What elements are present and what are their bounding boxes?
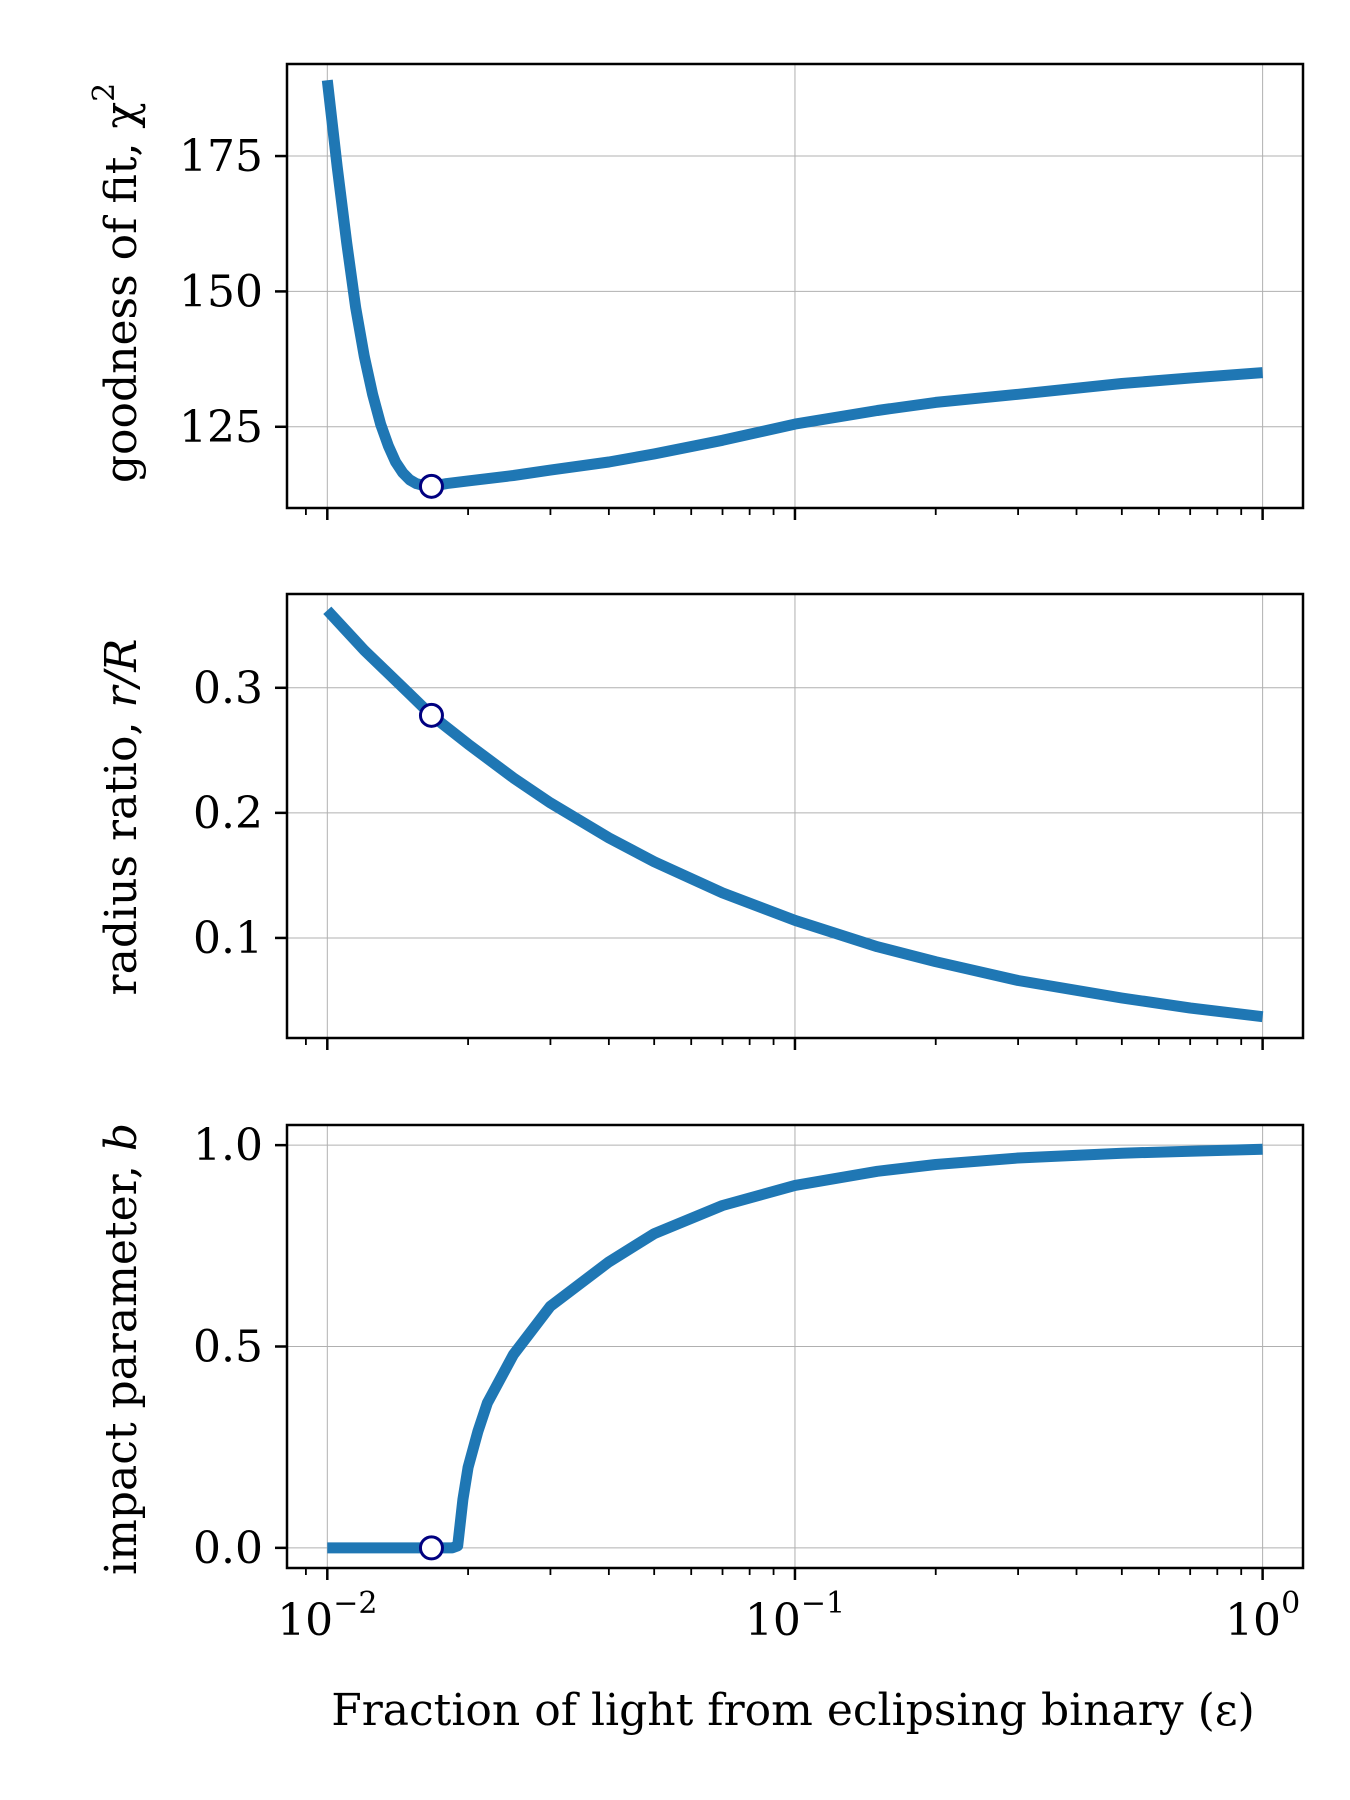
y-tick-label: 0.1 — [193, 913, 263, 964]
series-line-b — [327, 1143, 1263, 1554]
best-fit-marker — [418, 1535, 444, 1561]
radius-ratio-panel: radius ratio, r/R 0.1 0.2 0.3 — [96, 592, 1305, 1050]
x-tick-labels: 10−2 10−1 100 — [277, 1586, 1300, 1646]
y-tick-label: 0.2 — [193, 788, 263, 839]
x-tick-label: 10−2 — [277, 1586, 377, 1646]
y-tick-label: 0.5 — [193, 1322, 263, 1373]
y-tick-label: 1.0 — [193, 1120, 263, 1171]
impact-parameter-panel: impact parameter, b 0.0 0.5 1.0 — [96, 1120, 1305, 1580]
best-fit-marker — [418, 702, 444, 728]
impact-parameter-ylabel: impact parameter, b — [96, 1123, 147, 1575]
y-tick-label: 0.0 — [193, 1523, 263, 1574]
best-fit-marker — [418, 473, 444, 499]
y-tick-label: 0.3 — [193, 663, 263, 714]
x-tick-label: 10−1 — [745, 1586, 845, 1646]
x-axis-label: Fraction of light from eclipsing binary … — [331, 1685, 1255, 1736]
y-tick-label: 150 — [179, 266, 263, 317]
y-tick-label: 125 — [179, 402, 263, 453]
chi2-ylabel: goodness of fit, χ2 — [87, 83, 147, 483]
x-tick-label: 100 — [1225, 1586, 1300, 1646]
chi2-panel: goodness of fit, χ2 125 150 175 — [87, 62, 1305, 520]
y-tick-label: 175 — [179, 131, 263, 182]
radius-ratio-ylabel: radius ratio, r/R — [96, 639, 147, 996]
